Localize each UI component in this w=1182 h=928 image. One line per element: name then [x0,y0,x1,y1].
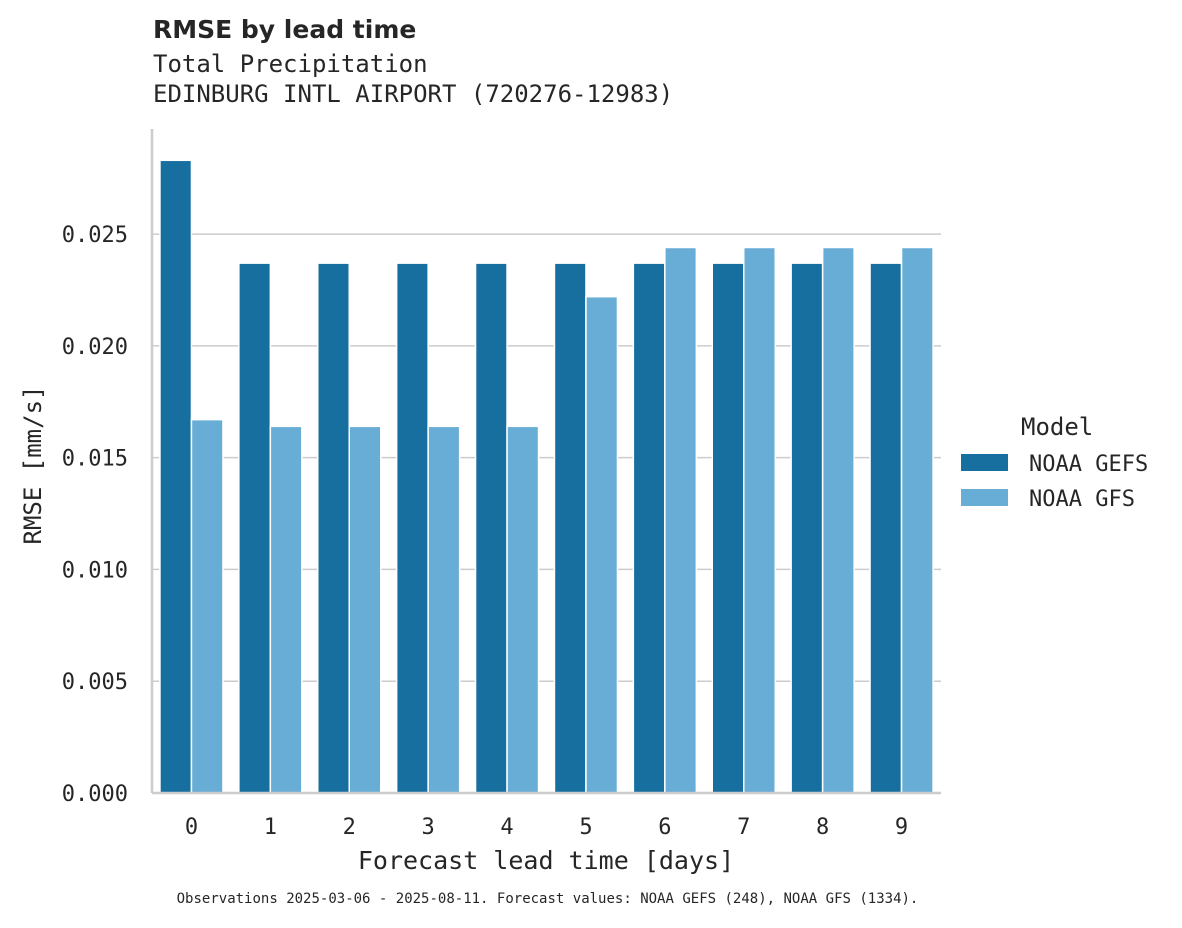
bar-noaa-gfs-1 [269,425,303,794]
x-tick-label: 1 [264,815,277,840]
bar-noaa-gefs-2 [317,262,350,794]
bar-noaa-gefs-9 [869,262,903,794]
y-axis-label: RMSE [mm/s] [19,386,47,545]
y-tick-label: 0.000 [62,782,128,807]
x-tick-label: 2 [343,815,356,840]
chart-caption: Observations 2025-03-06 - 2025-08-11. Fo… [176,891,919,907]
bar-noaa-gfs-9 [900,246,934,794]
x-tick-label: 3 [422,815,435,840]
x-axis-label: Forecast lead time [days] [358,846,734,875]
bar-noaa-gefs-6 [632,262,666,794]
bar-noaa-gefs-0 [159,159,193,794]
legend-swatch-noaa-gefs [961,454,1008,471]
bar-noaa-gefs-4 [474,262,508,794]
x-tick-label: 6 [658,815,671,840]
y-tick-label: 0.025 [62,223,128,248]
y-tick-label: 0.005 [62,670,128,695]
y-tick-label: 0.010 [62,558,128,583]
bar-noaa-gfs-2 [348,425,382,794]
bar-noaa-gefs-8 [790,262,824,794]
x-tick-label: 5 [579,815,592,840]
legend: Model NOAA GEFS NOAA GFS [961,413,1148,512]
chart-subtitle-station: EDINBURG INTL AIRPORT (720276-12983) [153,80,674,108]
y-tick-label: 0.015 [62,447,128,472]
bar-noaa-gefs-3 [395,262,429,794]
x-tick-label: 7 [737,815,750,840]
bar-noaa-gfs-3 [427,425,461,794]
x-ticks: 0 1 2 3 4 5 6 7 8 9 [185,815,908,840]
bar-noaa-gfs-4 [506,425,540,794]
bar-noaa-gfs-7 [743,246,776,794]
bars [159,159,934,794]
bar-noaa-gfs-6 [664,246,698,794]
legend-swatch-noaa-gfs [961,489,1008,506]
y-tick-label: 0.020 [62,335,128,360]
bar-noaa-gefs-1 [238,262,272,794]
axes [150,129,941,795]
chart-subtitle-variable: Total Precipitation [153,50,428,78]
x-tick-label: 0 [185,815,198,840]
bar-noaa-gfs-5 [585,295,619,794]
bar-noaa-gfs-8 [821,246,855,794]
bar-noaa-gefs-7 [711,262,745,794]
legend-label-noaa-gfs: NOAA GFS [1029,487,1135,512]
legend-title: Model [1021,413,1093,441]
bar-noaa-gefs-5 [553,262,587,794]
x-tick-label: 9 [895,815,908,840]
x-tick-label: 4 [500,815,513,840]
legend-label-noaa-gefs: NOAA GEFS [1029,452,1148,477]
chart-title: RMSE by lead time [153,15,417,44]
bar-noaa-gfs-0 [190,418,224,794]
x-tick-label: 8 [816,815,829,840]
y-ticks: 0.000 0.005 0.010 0.015 0.020 0.025 [62,223,128,807]
